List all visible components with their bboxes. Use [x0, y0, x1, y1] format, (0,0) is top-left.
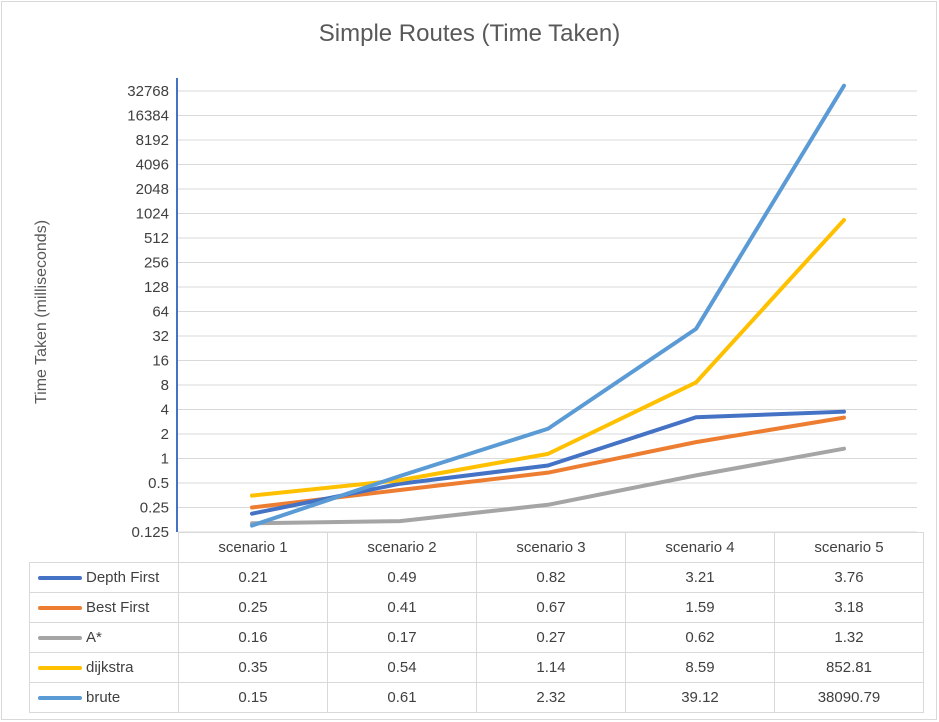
data-value: 38090.79 — [774, 682, 924, 713]
table-row: Depth First 0.21 0.49 0.82 3.21 3.76 — [29, 562, 924, 593]
y-tick-label: 256 — [144, 255, 169, 272]
y-tick-label: 16 — [152, 353, 169, 370]
table-row: Best First 0.25 0.41 0.67 1.59 3.18 — [29, 592, 924, 623]
y-tick-label: 128 — [144, 279, 169, 296]
y-tick-label: 4096 — [136, 157, 169, 174]
y-tick-label: 2048 — [136, 181, 169, 198]
y-tick-label: 2 — [161, 426, 169, 443]
y-tick-label: 8192 — [136, 132, 169, 149]
data-value: 0.25 — [178, 592, 328, 623]
data-value: 0.16 — [178, 622, 328, 653]
series-name: Best First — [86, 599, 150, 616]
y-tick-label: 16384 — [127, 108, 169, 125]
y-tick-label: 64 — [152, 304, 169, 321]
category-label: scenario 2 — [327, 532, 477, 563]
table-row: A* 0.16 0.17 0.27 0.62 1.32 — [29, 622, 924, 653]
y-tick-label: 32768 — [127, 83, 169, 100]
data-value: 0.67 — [476, 592, 626, 623]
legend-swatch — [38, 636, 82, 641]
legend-entry: Best First — [29, 592, 179, 623]
data-value: 3.76 — [774, 562, 924, 593]
data-value: 0.82 — [476, 562, 626, 593]
series-lines — [250, 83, 846, 528]
series-line-dijkstra — [250, 217, 846, 498]
legend-entry: brute — [29, 682, 179, 713]
legend-entry: dijkstra — [29, 652, 179, 683]
data-value: 1.14 — [476, 652, 626, 683]
data-value: 1.59 — [625, 592, 775, 623]
y-tick-label: 512 — [144, 230, 169, 247]
legend-entry: Depth First — [29, 562, 179, 593]
data-value: 0.21 — [178, 562, 328, 593]
category-label: scenario 4 — [625, 532, 775, 563]
y-tick-label: 0.25 — [140, 500, 169, 517]
series-line-brute — [250, 83, 846, 528]
legend-entry: A* — [29, 622, 179, 653]
series-name: brute — [86, 689, 121, 706]
y-tick-label: 1 — [161, 451, 169, 468]
data-value: 1.32 — [774, 622, 924, 653]
data-value: 0.17 — [327, 622, 477, 653]
series-name: dijkstra — [86, 659, 134, 676]
series-name: Depth First — [86, 569, 160, 586]
data-value: 0.35 — [178, 652, 328, 683]
y-tick-label: 8 — [161, 377, 169, 394]
data-value: 3.18 — [774, 592, 924, 623]
series-line-a — [250, 446, 846, 526]
y-tick-label: 32 — [152, 328, 169, 345]
data-value: 0.15 — [178, 682, 328, 713]
table-row: brute 0.15 0.61 2.32 39.12 38090.79 — [29, 682, 924, 713]
line-plot: 0.1250.250.51248163264128256512102420484… — [127, 78, 917, 540]
series-name: A* — [86, 629, 102, 646]
legend-swatch — [38, 576, 82, 581]
category-label: scenario 1 — [178, 532, 328, 563]
data-value: 39.12 — [625, 682, 775, 713]
y-tick-label: 4 — [161, 402, 169, 419]
data-value: 2.32 — [476, 682, 626, 713]
data-value: 0.62 — [625, 622, 775, 653]
table-body: Depth First 0.21 0.49 0.82 3.21 3.76 Best Firs… — [29, 562, 924, 713]
y-axis-ticks: 0.1250.250.51248163264128256512102420484… — [127, 83, 169, 540]
series-line-best-first — [250, 415, 846, 510]
data-value: 0.54 — [327, 652, 477, 683]
data-value: 852.81 — [774, 652, 924, 683]
data-value: 0.27 — [476, 622, 626, 653]
data-table: scenario 1 scenario 2 scenario 3 scenario 4… — [29, 532, 924, 713]
y-tick-label: 0.5 — [148, 475, 169, 492]
data-value: 0.61 — [327, 682, 477, 713]
category-label: scenario 5 — [774, 532, 924, 563]
data-value: 8.59 — [625, 652, 775, 683]
data-value: 3.21 — [625, 562, 775, 593]
data-value: 0.49 — [327, 562, 477, 593]
legend-swatch — [38, 606, 82, 611]
table-row: dijkstra 0.35 0.54 1.14 8.59 852.81 — [29, 652, 924, 683]
y-tick-label: 1024 — [136, 206, 169, 223]
category-label: scenario 3 — [476, 532, 626, 563]
table-corner — [29, 532, 179, 563]
chart-title: Simple Routes (Time Taken) — [318, 20, 621, 47]
table-header-row: scenario 1 scenario 2 scenario 3 scenario 4… — [29, 532, 924, 563]
data-value: 0.41 — [327, 592, 477, 623]
legend-swatch — [38, 696, 82, 701]
legend-swatch — [38, 666, 82, 671]
